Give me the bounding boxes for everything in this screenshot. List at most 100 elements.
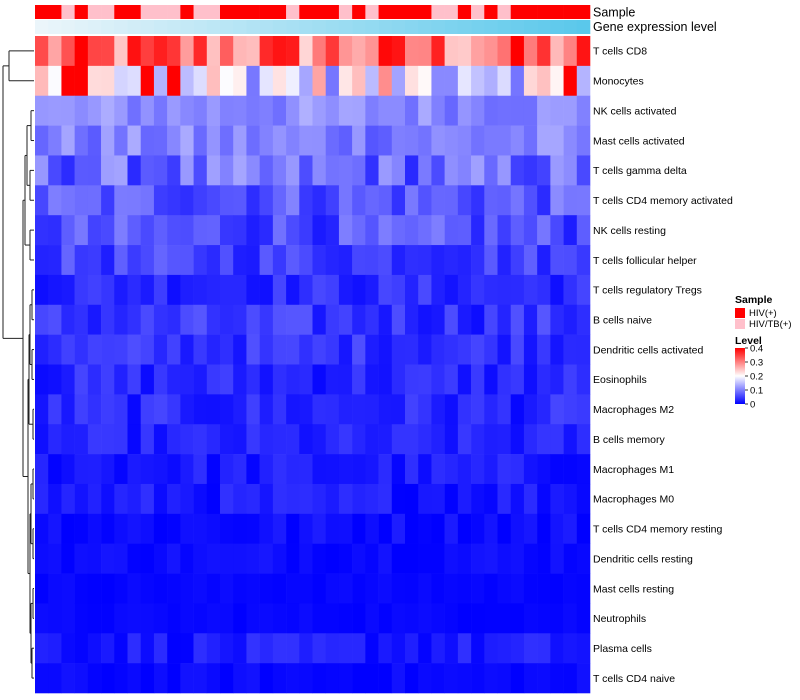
heatmap-cell [286, 633, 300, 664]
heatmap-cell [167, 454, 181, 485]
heatmap-cell [299, 603, 313, 634]
expression-annotation-cell [220, 20, 234, 34]
heatmap-cell [563, 125, 578, 156]
heatmap-cell [510, 185, 525, 216]
legend-sample-title: Sample [735, 294, 773, 306]
heatmap-cell [167, 424, 181, 455]
heatmap-cell [206, 36, 221, 67]
heatmap-cell [325, 424, 340, 455]
heatmap-cell [259, 513, 274, 544]
heatmap-cell [510, 215, 525, 246]
heatmap-cell [87, 394, 102, 425]
row-label: T cells regulatory Tregs [593, 285, 702, 297]
heatmap-cell [431, 125, 445, 156]
heatmap-cell [74, 543, 89, 574]
heatmap-cell [74, 36, 89, 67]
heatmap-cell [497, 245, 512, 276]
heatmap-cell [523, 274, 538, 306]
heatmap-cell [272, 364, 287, 395]
heatmap-cell [153, 215, 168, 246]
heatmap-cell [74, 95, 89, 126]
heatmap-cell [352, 663, 366, 694]
row-label: Monocytes [593, 76, 644, 88]
heatmap-cell [405, 573, 419, 604]
sample-annotation-cell [180, 5, 194, 19]
heatmap-cell [405, 364, 419, 395]
heatmap-cell [563, 245, 578, 276]
heatmap-cell [233, 633, 247, 664]
heatmap-cell [299, 424, 313, 455]
heatmap-cell [431, 364, 445, 395]
heatmap-cell [338, 543, 353, 574]
heatmap-cell [272, 185, 287, 216]
heatmap-cell [140, 573, 155, 604]
heatmap-cell [206, 95, 221, 126]
heatmap-cell [431, 185, 445, 216]
heatmap-cell [259, 663, 274, 694]
heatmap-cell [35, 364, 49, 395]
heatmap-cell [444, 274, 459, 306]
expression-annotation-cell [457, 20, 472, 34]
heatmap-cell [220, 483, 234, 515]
heatmap-cell [48, 65, 62, 97]
heatmap-cell [127, 155, 142, 186]
heatmap-cell [220, 513, 234, 544]
heatmap-cell [365, 215, 379, 246]
heatmap-cell [48, 603, 62, 634]
heatmap-cell [457, 215, 472, 246]
heatmap-cell [312, 95, 327, 126]
heatmap-cell [114, 334, 128, 365]
heatmap-cell [471, 304, 485, 335]
heatmap-cell [471, 364, 485, 395]
heatmap-cell [550, 513, 564, 544]
heatmap-cell [444, 185, 459, 216]
heatmap-cell [325, 65, 340, 97]
heatmap-cell [352, 36, 366, 67]
heatmap-cell [140, 513, 155, 544]
heatmap-cell [471, 454, 485, 485]
heatmap-cell [325, 185, 340, 216]
heatmap-cell [405, 95, 419, 126]
heatmap-cell [378, 185, 393, 216]
heatmap-cell [338, 364, 353, 395]
heatmap-cell [325, 274, 340, 306]
row-label: Mast cells activated [593, 135, 685, 147]
heatmap-cell [286, 155, 300, 186]
heatmap-cell [352, 573, 366, 604]
heatmap-cell [471, 424, 485, 455]
heatmap-cell [550, 633, 564, 664]
heatmap-cell [352, 513, 366, 544]
heatmap-cell [48, 424, 62, 455]
heatmap-cell [87, 304, 102, 335]
heatmap-cell [405, 215, 419, 246]
heatmap-cell [220, 125, 234, 156]
heatmap-cell [48, 95, 62, 126]
heatmap-cell [563, 483, 578, 515]
heatmap-cell [206, 364, 221, 395]
heatmap-cell [576, 274, 591, 306]
heatmap-cell [523, 454, 538, 485]
heatmap-cell [220, 304, 234, 335]
heatmap-cell [510, 603, 525, 634]
heatmap-cell [246, 304, 260, 335]
sample-annotation-cell [193, 5, 208, 19]
heatmap-cell [523, 95, 538, 126]
heatmap-cell [378, 633, 393, 664]
heatmap-cell [457, 483, 472, 515]
heatmap-cell [537, 633, 551, 664]
heatmap-cell [140, 663, 155, 694]
heatmap-cell [246, 394, 260, 425]
heatmap-cell [246, 424, 260, 455]
heatmap-cell [312, 454, 327, 485]
expression-annotation-cell [87, 20, 102, 34]
heatmap-cell [246, 155, 260, 186]
heatmap-cell [61, 125, 75, 156]
heatmap-cell [484, 304, 498, 335]
heatmap-cell [259, 364, 274, 395]
heatmap-cell [272, 334, 287, 365]
heatmap-cell [180, 36, 194, 67]
heatmap-cell [259, 334, 274, 365]
heatmap-cell [140, 483, 155, 515]
heatmap-cell [48, 274, 62, 306]
expression-annotation-cell [405, 20, 419, 34]
